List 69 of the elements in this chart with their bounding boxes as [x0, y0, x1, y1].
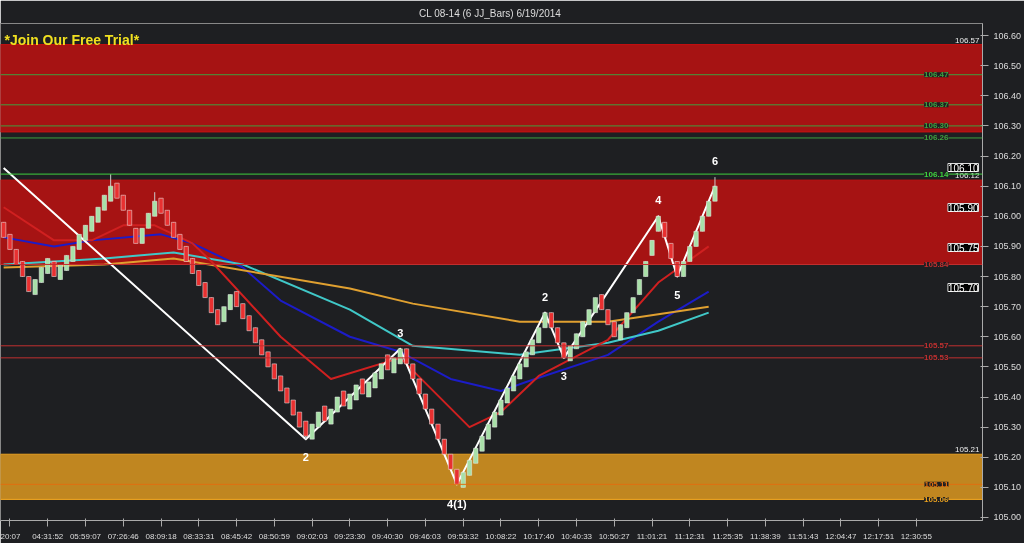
y-tick-label: 105.10 [993, 482, 1022, 493]
x-tick-label: 09:46:03 [409, 531, 442, 541]
y-tick-label: 105.50 [993, 361, 1022, 372]
x-tick-label: 10:17:40 [523, 531, 555, 541]
y-tick-label: 105.40 [993, 392, 1022, 402]
y-tick-label: 106.40 [993, 90, 1022, 101]
annotation: 3 [397, 326, 404, 339]
x-tick-label: 11:12:31 [674, 531, 706, 541]
y-tick-label: 106.50 [993, 60, 1022, 71]
annotation: 4 [655, 194, 663, 207]
x-tick-label: 11:51:43 [787, 531, 819, 541]
annotation: 105.75 [947, 242, 979, 254]
y-tick-label: 105.80 [993, 271, 1022, 282]
y-tick-label: 105.90 [993, 241, 1022, 252]
y-tick-label: 106.30 [993, 120, 1022, 131]
ref-line-label: 106.30 [924, 121, 950, 131]
ref-line-label: 105.06 [924, 494, 950, 504]
x-tick-label: 11:01:21 [636, 531, 668, 541]
x-tick-label: 09:02:03 [296, 531, 329, 541]
annotation: *Join Our Free Trial* [4, 31, 140, 48]
y-tick-label: 106.10 [993, 181, 1022, 192]
ref-line-label: 105.11 [924, 479, 950, 489]
x-tick-label: 11:38:39 [750, 531, 782, 541]
x-tick-label: 08:09:18 [145, 531, 178, 541]
x-tick-label: 10:40:33 [560, 531, 593, 541]
x-tick-label: 05:59:07 [69, 531, 102, 541]
x-tick-label: 08:33:31 [183, 531, 215, 541]
annotation: 5 [674, 288, 681, 301]
x-tick-label: 09:23:30 [334, 531, 366, 541]
x-tick-label: 12:17:51 [863, 531, 895, 541]
annotation: 6 [711, 155, 719, 168]
y-tick-label: 105.00 [993, 512, 1022, 523]
annotation: 106.10 [947, 162, 979, 174]
x-tick-label: 09:53:32 [447, 531, 480, 541]
ref-line-label: 106.47 [924, 70, 950, 80]
annotation: 3 [560, 369, 567, 382]
annotation: 2 [541, 290, 549, 303]
x-tick-label: 08:50:59 [258, 531, 291, 541]
band-label: 105.21 [955, 445, 981, 455]
annotation: 4(1) [447, 498, 467, 511]
x-tick-label: 08:45:42 [220, 531, 253, 541]
ref-line-label: 105.57 [924, 341, 950, 351]
annotation: 2 [302, 451, 309, 464]
chart-title: CL 08-14 (6 JJ_Bars) 6/19/2014 [418, 7, 562, 19]
y-tick-label: 106.20 [993, 151, 1022, 162]
y-tick-label: 105.20 [993, 452, 1022, 463]
ref-line-label: 106.37 [924, 100, 950, 110]
x-tick-label: 10:50:27 [598, 531, 631, 541]
ref-line-label: 105.84 [924, 259, 950, 269]
x-tick-label: 04:31:52 [32, 531, 64, 541]
ref-line-label: 106.26 [924, 133, 950, 143]
x-tick-label: 12:04:47 [825, 531, 857, 541]
y-tick-label: 105.60 [993, 331, 1022, 342]
y-tick-label: 105.30 [993, 422, 1022, 433]
band-label: 106.57 [955, 35, 981, 45]
x-tick-label: 12:30:55 [900, 531, 933, 541]
y-tick-label: 106.60 [993, 30, 1022, 41]
annotation: 105.70 [947, 282, 979, 294]
x-tick-label: 07:26:46 [107, 531, 140, 541]
x-tick-label: 11:25:35 [712, 531, 744, 541]
x-tick-label: 20:07 [0, 531, 22, 541]
x-tick-label: 09:40:30 [372, 531, 404, 541]
ref-line-label: 106.14 [924, 169, 950, 179]
ref-line-label: 105.53 [924, 353, 950, 363]
y-tick-label: 106.00 [993, 211, 1022, 222]
x-tick-label: 10:08:22 [485, 531, 518, 541]
band-label: 106.12 [955, 171, 981, 181]
annotation: 105.90 [947, 202, 979, 214]
y-tick-label: 105.70 [993, 301, 1022, 312]
